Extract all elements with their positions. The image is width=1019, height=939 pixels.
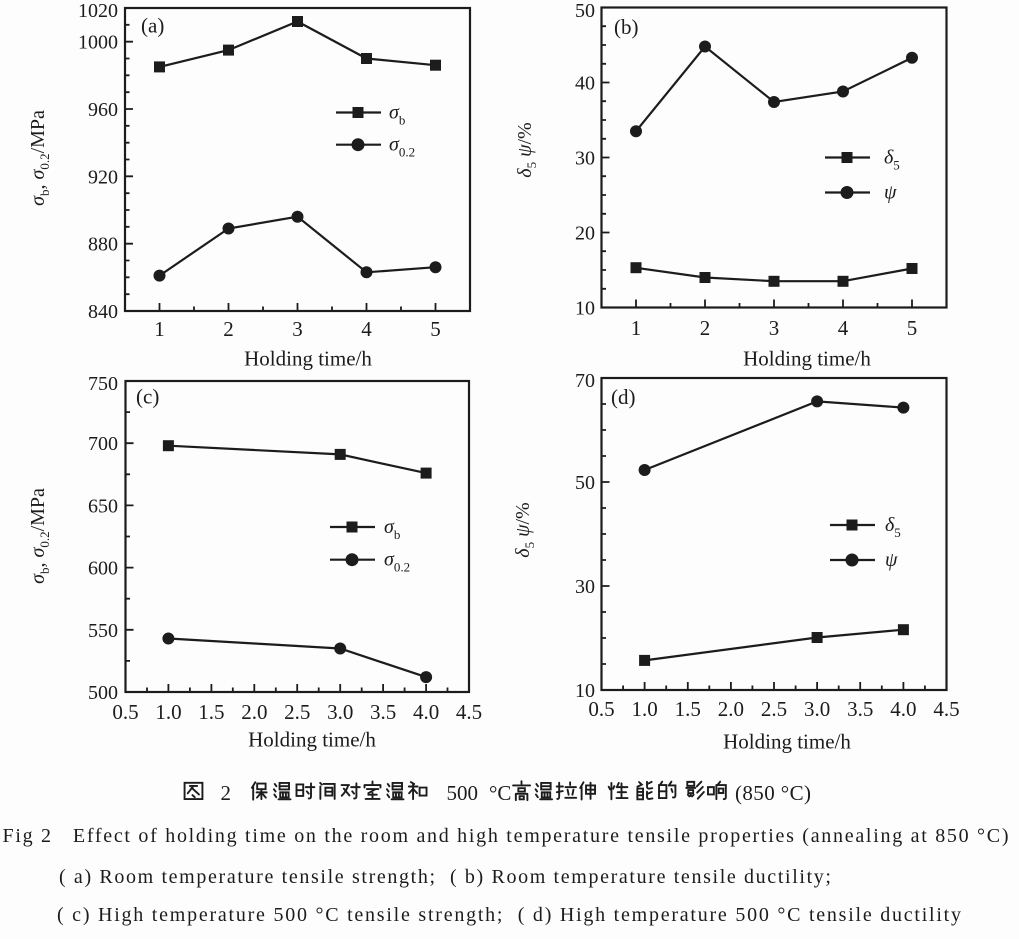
svg-text:840: 840 <box>88 301 118 323</box>
svg-text:δ5 ψ/%: δ5 ψ/% <box>514 122 539 177</box>
svg-text:4: 4 <box>361 317 372 341</box>
svg-text:(a): (a) <box>141 14 164 38</box>
svg-text:Holding time/h: Holding time/h <box>248 728 376 752</box>
svg-text:1020: 1020 <box>78 0 118 22</box>
svg-text:600: 600 <box>88 558 118 580</box>
svg-text:δ5: δ5 <box>884 147 900 173</box>
svg-text:4: 4 <box>838 316 849 340</box>
svg-text:(b): (b) <box>614 15 639 39</box>
svg-text:2.0: 2.0 <box>718 697 744 721</box>
svg-text:0.5: 0.5 <box>112 700 138 724</box>
svg-text:50: 50 <box>575 472 595 494</box>
svg-text:δ5: δ5 <box>885 514 901 540</box>
svg-text:10: 10 <box>575 680 595 702</box>
svg-text:1: 1 <box>154 317 165 341</box>
svg-text:70: 70 <box>575 370 595 392</box>
svg-text:1.5: 1.5 <box>198 700 224 724</box>
svg-text:30: 30 <box>575 576 595 598</box>
svg-text:δ5 ψ/%: δ5 ψ/% <box>512 502 537 557</box>
svg-text:5: 5 <box>430 317 441 341</box>
svg-text:750: 750 <box>88 373 118 395</box>
svg-text:4.5: 4.5 <box>933 697 959 721</box>
svg-text:(c): (c) <box>136 385 159 409</box>
svg-text:σb: σb <box>384 516 400 542</box>
svg-text:σ0.2: σ0.2 <box>389 134 415 160</box>
svg-text:500: 500 <box>447 781 479 805</box>
svg-text:Holding time/h: Holding time/h <box>723 730 851 754</box>
svg-text:1.0: 1.0 <box>155 700 181 724</box>
svg-text:°C: °C <box>489 781 511 805</box>
svg-text:1.0: 1.0 <box>632 697 658 721</box>
svg-text:σ0.2: σ0.2 <box>384 549 410 575</box>
svg-text:3: 3 <box>292 317 303 341</box>
svg-text:500: 500 <box>88 682 118 704</box>
svg-text:4.5: 4.5 <box>456 700 482 724</box>
svg-text:ψ: ψ <box>885 549 898 571</box>
svg-text:4.0: 4.0 <box>413 700 439 724</box>
svg-text:Holding time/h: Holding time/h <box>244 347 372 371</box>
svg-text:ψ: ψ <box>884 182 897 204</box>
svg-text:3.0: 3.0 <box>327 700 353 724</box>
svg-text:1.5: 1.5 <box>675 697 701 721</box>
svg-text:920: 920 <box>88 166 118 188</box>
svg-text:5: 5 <box>907 316 918 340</box>
svg-text:2: 2 <box>221 781 232 805</box>
svg-text:40: 40 <box>575 73 595 95</box>
svg-text:( c) High temperature 500 °C t: ( c) High temperature 500 °C tensile str… <box>57 904 961 926</box>
svg-text:σb: σb <box>389 102 405 128</box>
svg-text:3.0: 3.0 <box>804 697 830 721</box>
svg-text:3.5: 3.5 <box>370 700 396 724</box>
svg-text:880: 880 <box>88 234 118 256</box>
svg-text:3: 3 <box>769 316 780 340</box>
svg-text:3.5: 3.5 <box>847 697 873 721</box>
svg-text:960: 960 <box>88 99 118 121</box>
svg-text:0.5: 0.5 <box>588 697 614 721</box>
svg-text:2.5: 2.5 <box>761 697 787 721</box>
svg-text:Fig 2 Effect of holding time: Fig 2 Effect of holding time on the room… <box>3 825 1009 847</box>
svg-text:10: 10 <box>575 298 595 320</box>
svg-text:2: 2 <box>223 317 234 341</box>
svg-text:650: 650 <box>88 495 118 517</box>
svg-text:1000: 1000 <box>78 32 118 54</box>
svg-text:2.0: 2.0 <box>241 700 267 724</box>
svg-text:σb, σ0.2/MPa: σb, σ0.2/MPa <box>27 110 52 206</box>
svg-text:2.5: 2.5 <box>284 700 310 724</box>
svg-text:σb, σ0.2/MPa: σb, σ0.2/MPa <box>27 488 52 584</box>
svg-text:2: 2 <box>700 316 711 340</box>
svg-text:(d): (d) <box>611 385 636 409</box>
svg-text:( a) Room temperature tensile: ( a) Room temperature tensile strength; … <box>59 866 831 888</box>
svg-text:4.0: 4.0 <box>890 697 916 721</box>
svg-text:(850 °C): (850 °C) <box>735 781 811 805</box>
svg-text:20: 20 <box>575 223 595 245</box>
svg-text:700: 700 <box>88 433 118 455</box>
svg-text:30: 30 <box>575 148 595 170</box>
svg-text:50: 50 <box>575 0 595 22</box>
svg-text:Holding time/h: Holding time/h <box>743 347 871 371</box>
svg-text:1: 1 <box>631 316 642 340</box>
svg-text:550: 550 <box>88 620 118 642</box>
